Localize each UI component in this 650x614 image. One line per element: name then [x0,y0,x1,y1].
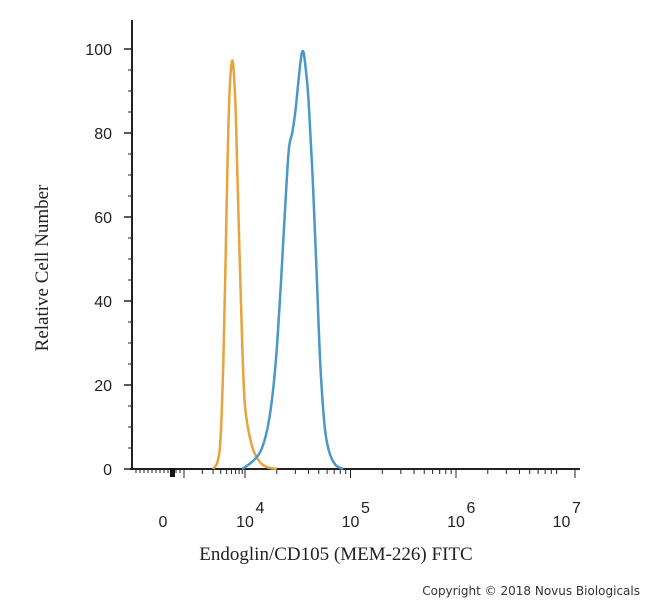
x-tick-label: 10 [553,514,571,531]
y-tick-label: 60 [94,210,112,227]
x-tick-exponent: 4 [256,500,265,517]
x-tick-label: 10 [447,514,465,531]
x-axis-label: Endoglin/CD105 (MEM-226) FITC [199,544,472,565]
x-tick-exponent: 6 [467,500,476,517]
x-tick-label: 0 [159,514,168,531]
y-tick-label: 40 [94,294,112,311]
x-tick-label: 10 [342,514,360,531]
series-group [212,49,344,471]
y-axis-label: Relative Cell Number [32,184,53,351]
y-tick-label: 80 [94,126,112,143]
y-tick-label: 0 [103,462,112,479]
x-zero-marker [170,468,175,477]
x-tick-exponent: 7 [572,500,581,517]
y-tick-label: 20 [94,378,112,395]
axes [124,20,580,478]
x-tick-exponent: 5 [361,500,370,517]
copyright-text: Copyright © 2018 Novus Biologicals [422,584,640,598]
series-line-blue [241,49,344,471]
series-line-orange [212,59,278,471]
x-tick-label: 10 [236,514,254,531]
y-tick-label: 100 [85,42,112,59]
